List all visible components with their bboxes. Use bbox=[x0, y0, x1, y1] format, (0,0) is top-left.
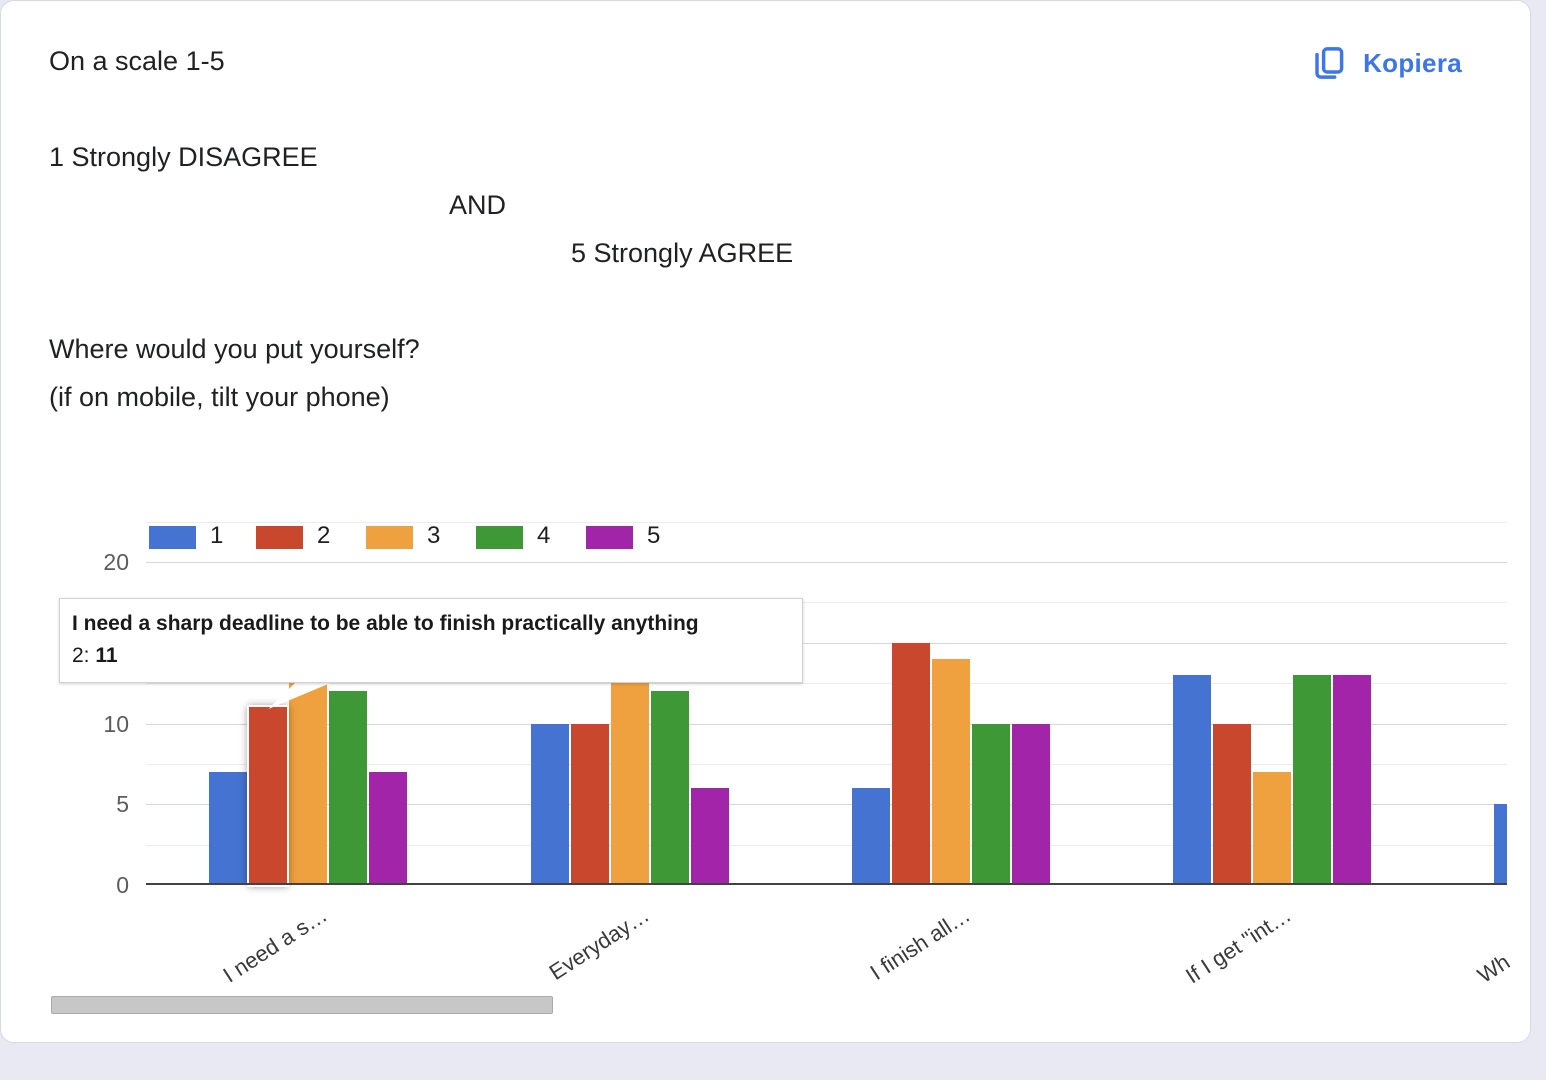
tooltip-value: 11 bbox=[95, 644, 118, 667]
gridline bbox=[146, 521, 1507, 523]
bar-group4-series2[interactable] bbox=[1213, 723, 1251, 885]
question-scale-line: On a scale 1-5 bbox=[49, 46, 225, 76]
bar-group1-series2[interactable] bbox=[247, 705, 289, 887]
legend-label-4: 4 bbox=[537, 522, 551, 549]
legend-swatch-2 bbox=[256, 526, 303, 549]
question-and-line: AND bbox=[449, 190, 507, 220]
legend-label-2: 2 bbox=[317, 522, 331, 549]
question-disagree-line: 1 Strongly DISAGREE bbox=[49, 142, 318, 172]
y-axis-tick-label: 20 bbox=[103, 549, 129, 575]
gridline bbox=[146, 844, 1507, 846]
bar-group5-series1[interactable] bbox=[1494, 804, 1507, 885]
bar-group1-series5[interactable] bbox=[369, 771, 407, 885]
legend-label-3: 3 bbox=[427, 522, 441, 549]
bar-group2-series2[interactable] bbox=[570, 723, 609, 885]
tooltip-series-label: 2: bbox=[72, 644, 96, 667]
gridline bbox=[146, 683, 1507, 685]
copy-button[interactable]: Kopiera bbox=[1305, 41, 1468, 85]
gridline bbox=[146, 723, 1507, 725]
bar-group1-series3[interactable] bbox=[289, 675, 327, 885]
gridline bbox=[146, 763, 1507, 765]
y-axis-tick-label: 10 bbox=[103, 710, 129, 737]
bar-group3-series5[interactable] bbox=[1012, 723, 1050, 885]
gridline bbox=[146, 602, 1507, 604]
bar-group3-series4[interactable] bbox=[972, 723, 1010, 885]
question-mobile-hint: (if on mobile, tilt your phone) bbox=[49, 382, 390, 412]
bar-group4-series5[interactable] bbox=[1333, 675, 1371, 885]
bar-group3-series3[interactable] bbox=[932, 658, 970, 885]
results-card: On a scale 1-5 1 Strongly DISAGREE AND 5… bbox=[0, 0, 1531, 1043]
legend-label-5: 5 bbox=[647, 522, 661, 549]
bar-group4-series3[interactable] bbox=[1253, 771, 1291, 885]
bar-group4-series4[interactable] bbox=[1293, 675, 1331, 885]
gridline bbox=[146, 804, 1507, 806]
chart-tooltip: I need a sharp deadline to be able to fi… bbox=[59, 598, 803, 683]
gridline bbox=[146, 642, 1507, 644]
question-prompt-line: Where would you put yourself? bbox=[49, 334, 420, 364]
y-axis-tick-label: 5 bbox=[116, 791, 129, 818]
bar-group1-series4[interactable] bbox=[329, 691, 367, 885]
bar-group2-series4[interactable] bbox=[650, 691, 689, 885]
gridline bbox=[146, 562, 1507, 563]
bar-group4-series1[interactable] bbox=[1173, 675, 1211, 885]
legend-swatch-1 bbox=[149, 526, 196, 549]
bar-group3-series1[interactable] bbox=[852, 788, 890, 885]
bar-group3-series2[interactable] bbox=[892, 642, 930, 885]
bar-group1-series1[interactable] bbox=[209, 771, 247, 885]
tooltip-value-line: 2: 11 bbox=[72, 644, 790, 668]
tooltip-title: I need a sharp deadline to be able to fi… bbox=[72, 612, 699, 635]
plot-clip bbox=[1, 1, 1507, 1001]
y-axis-tick-label: 0 bbox=[116, 872, 129, 898]
bar-group2-series1[interactable] bbox=[530, 723, 569, 885]
copy-icon bbox=[1315, 47, 1344, 79]
legend-swatch-4 bbox=[476, 526, 523, 549]
legend-label-1: 1 bbox=[210, 522, 224, 549]
question-agree-line: 5 Strongly AGREE bbox=[571, 238, 794, 268]
horizontal-scrollbar-thumb[interactable] bbox=[51, 996, 553, 1014]
x-axis-line bbox=[146, 883, 1507, 885]
copy-button-label: Kopiera bbox=[1363, 47, 1462, 78]
legend-swatch-5 bbox=[586, 526, 633, 549]
bar-group2-series3[interactable] bbox=[610, 675, 649, 885]
bar-group2-series5[interactable] bbox=[690, 788, 729, 885]
legend-swatch-3 bbox=[366, 526, 413, 549]
